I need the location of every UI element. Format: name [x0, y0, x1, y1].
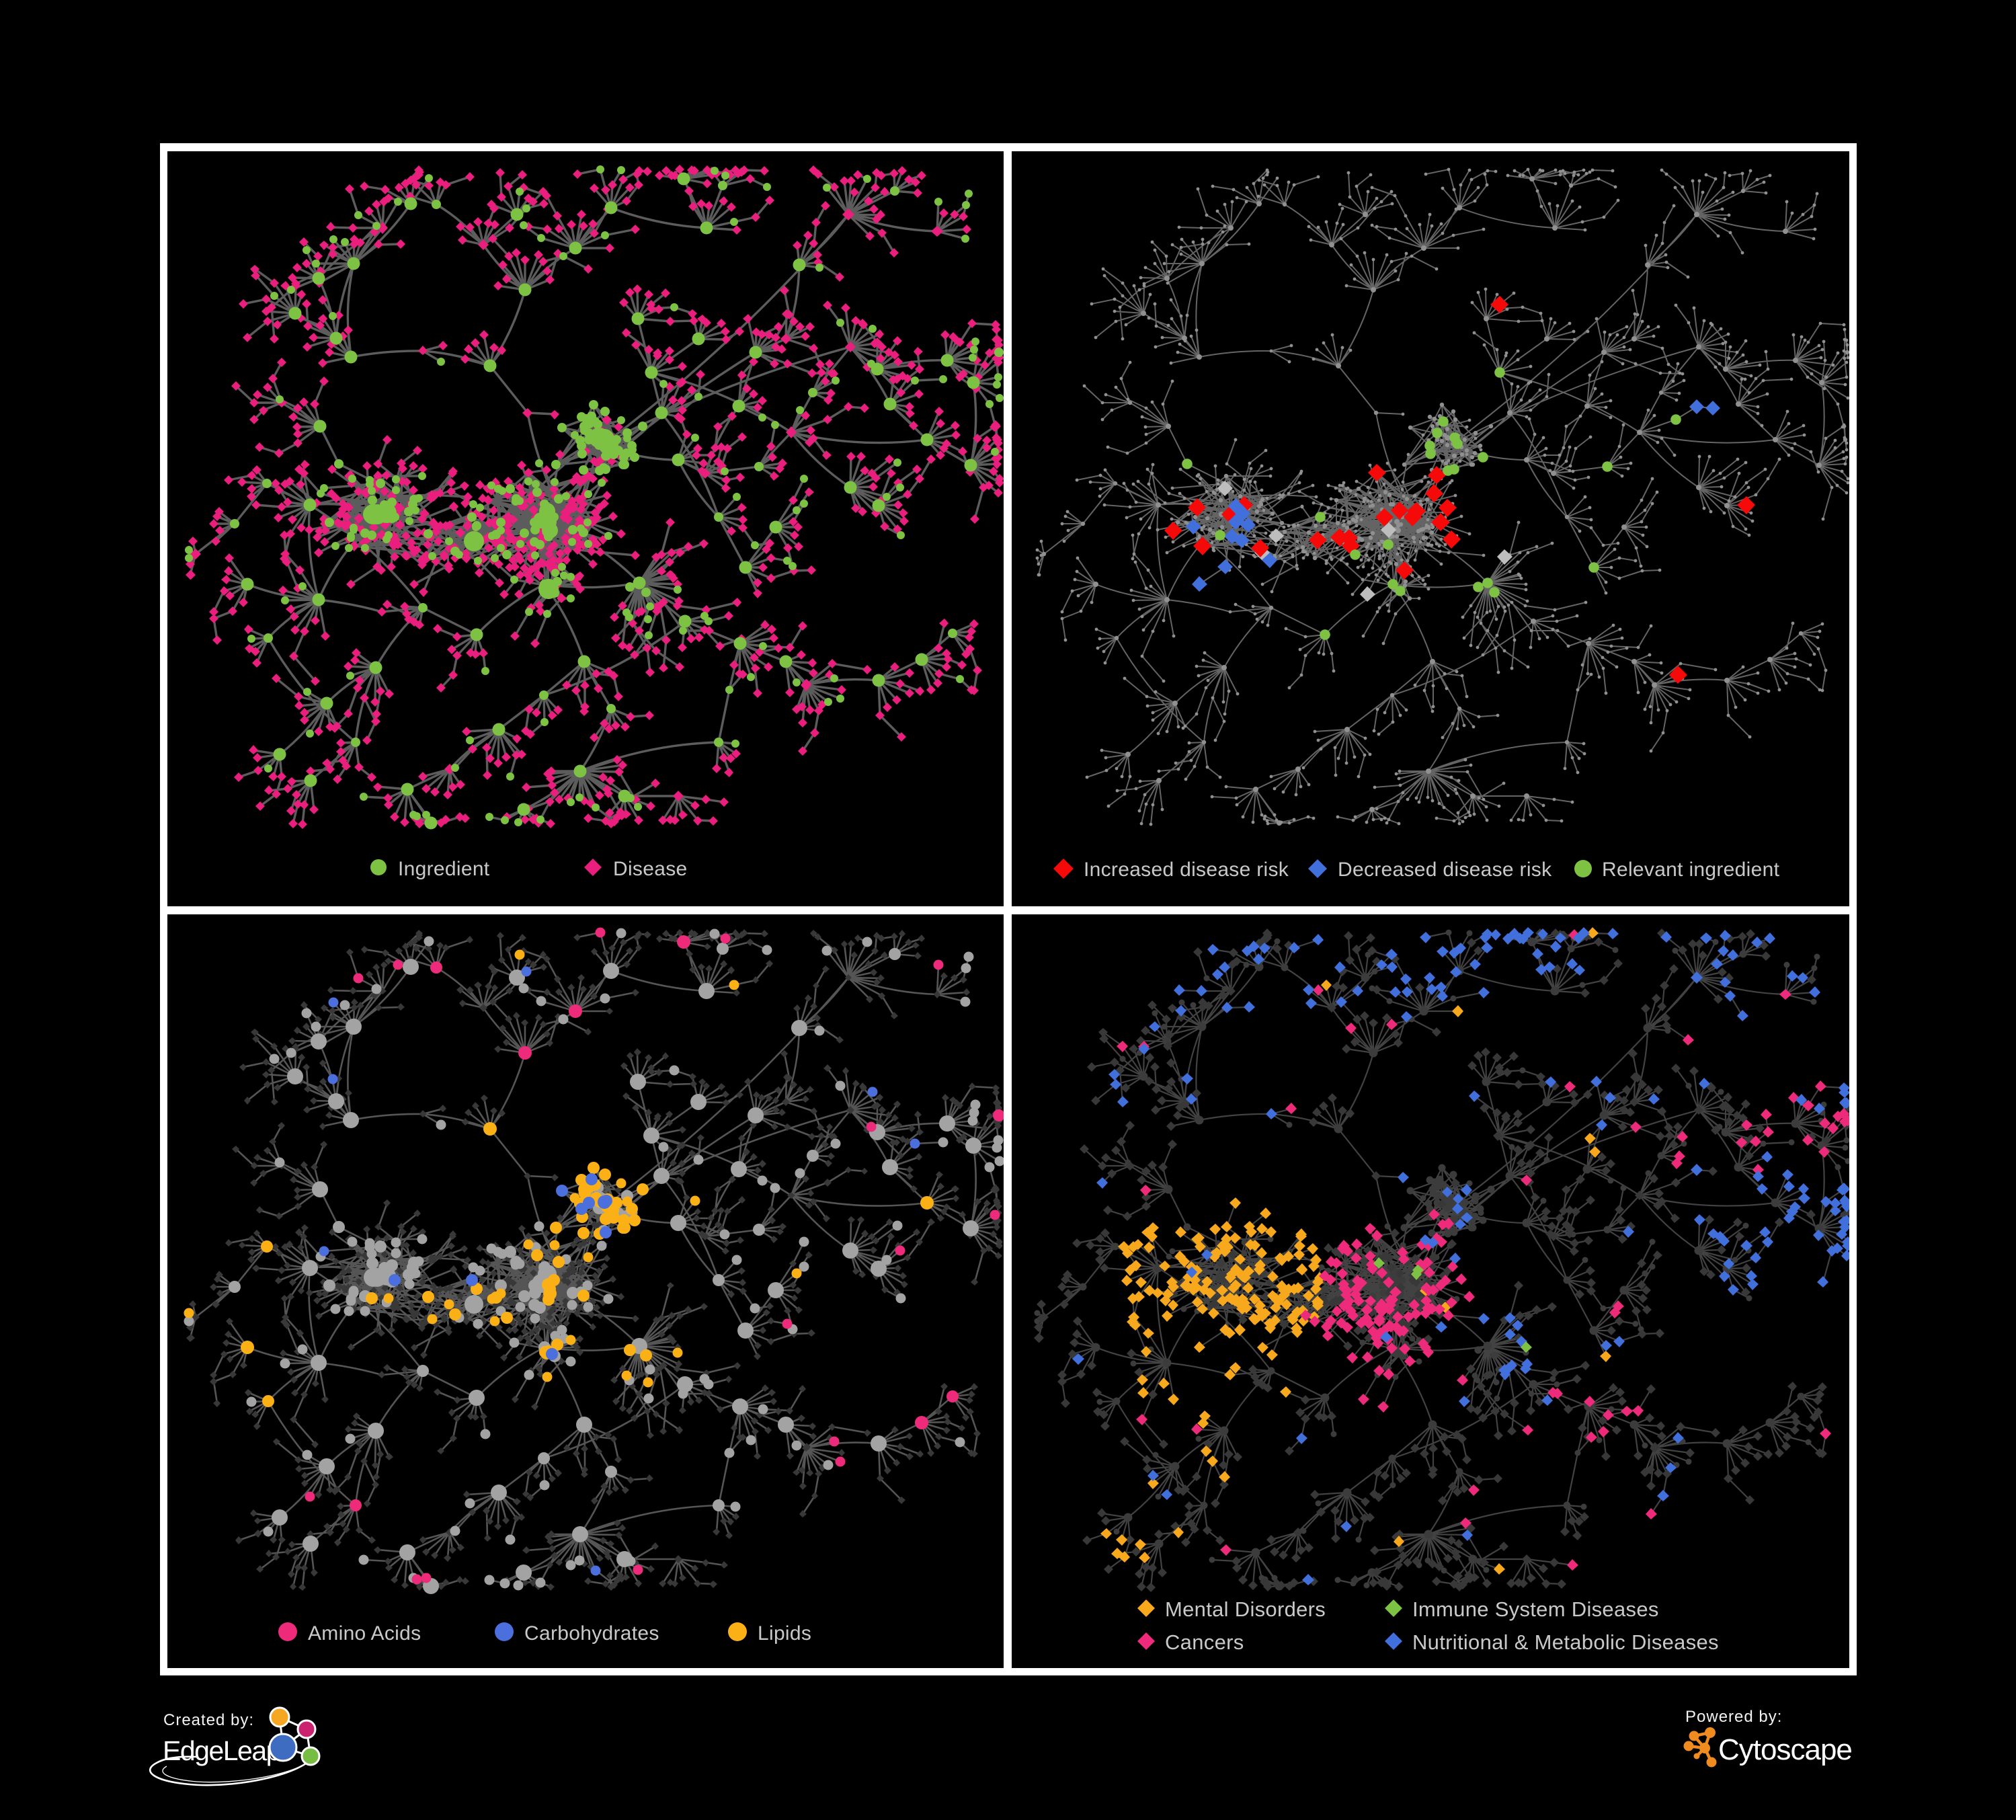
svg-text:EdgeLeap: EdgeLeap: [163, 1735, 281, 1766]
svg-text:Decreased disease risk: Decreased disease risk: [1338, 859, 1552, 881]
svg-text:Created by:: Created by:: [163, 1711, 254, 1729]
svg-text:Powered by:: Powered by:: [1685, 1708, 1782, 1726]
svg-text:Amino Acids: Amino Acids: [308, 1622, 421, 1645]
svg-text:Carbohydrates: Carbohydrates: [524, 1622, 659, 1645]
svg-text:Cancers: Cancers: [1165, 1630, 1244, 1654]
svg-text:Disease: Disease: [613, 858, 687, 880]
svg-text:Mental Disorders: Mental Disorders: [1165, 1597, 1326, 1621]
svg-text:Relevant ingredient: Relevant ingredient: [1602, 859, 1780, 881]
svg-text:Lipids: Lipids: [758, 1622, 811, 1645]
svg-text:Increased disease risk: Increased disease risk: [1084, 859, 1289, 881]
svg-text:Immune System Diseases: Immune System Diseases: [1412, 1597, 1659, 1621]
svg-text:Ingredient: Ingredient: [398, 858, 490, 880]
svg-text:Nutritional & Metabolic Diseas: Nutritional & Metabolic Diseases: [1412, 1630, 1719, 1654]
svg-text:Cytoscape: Cytoscape: [1718, 1733, 1852, 1766]
